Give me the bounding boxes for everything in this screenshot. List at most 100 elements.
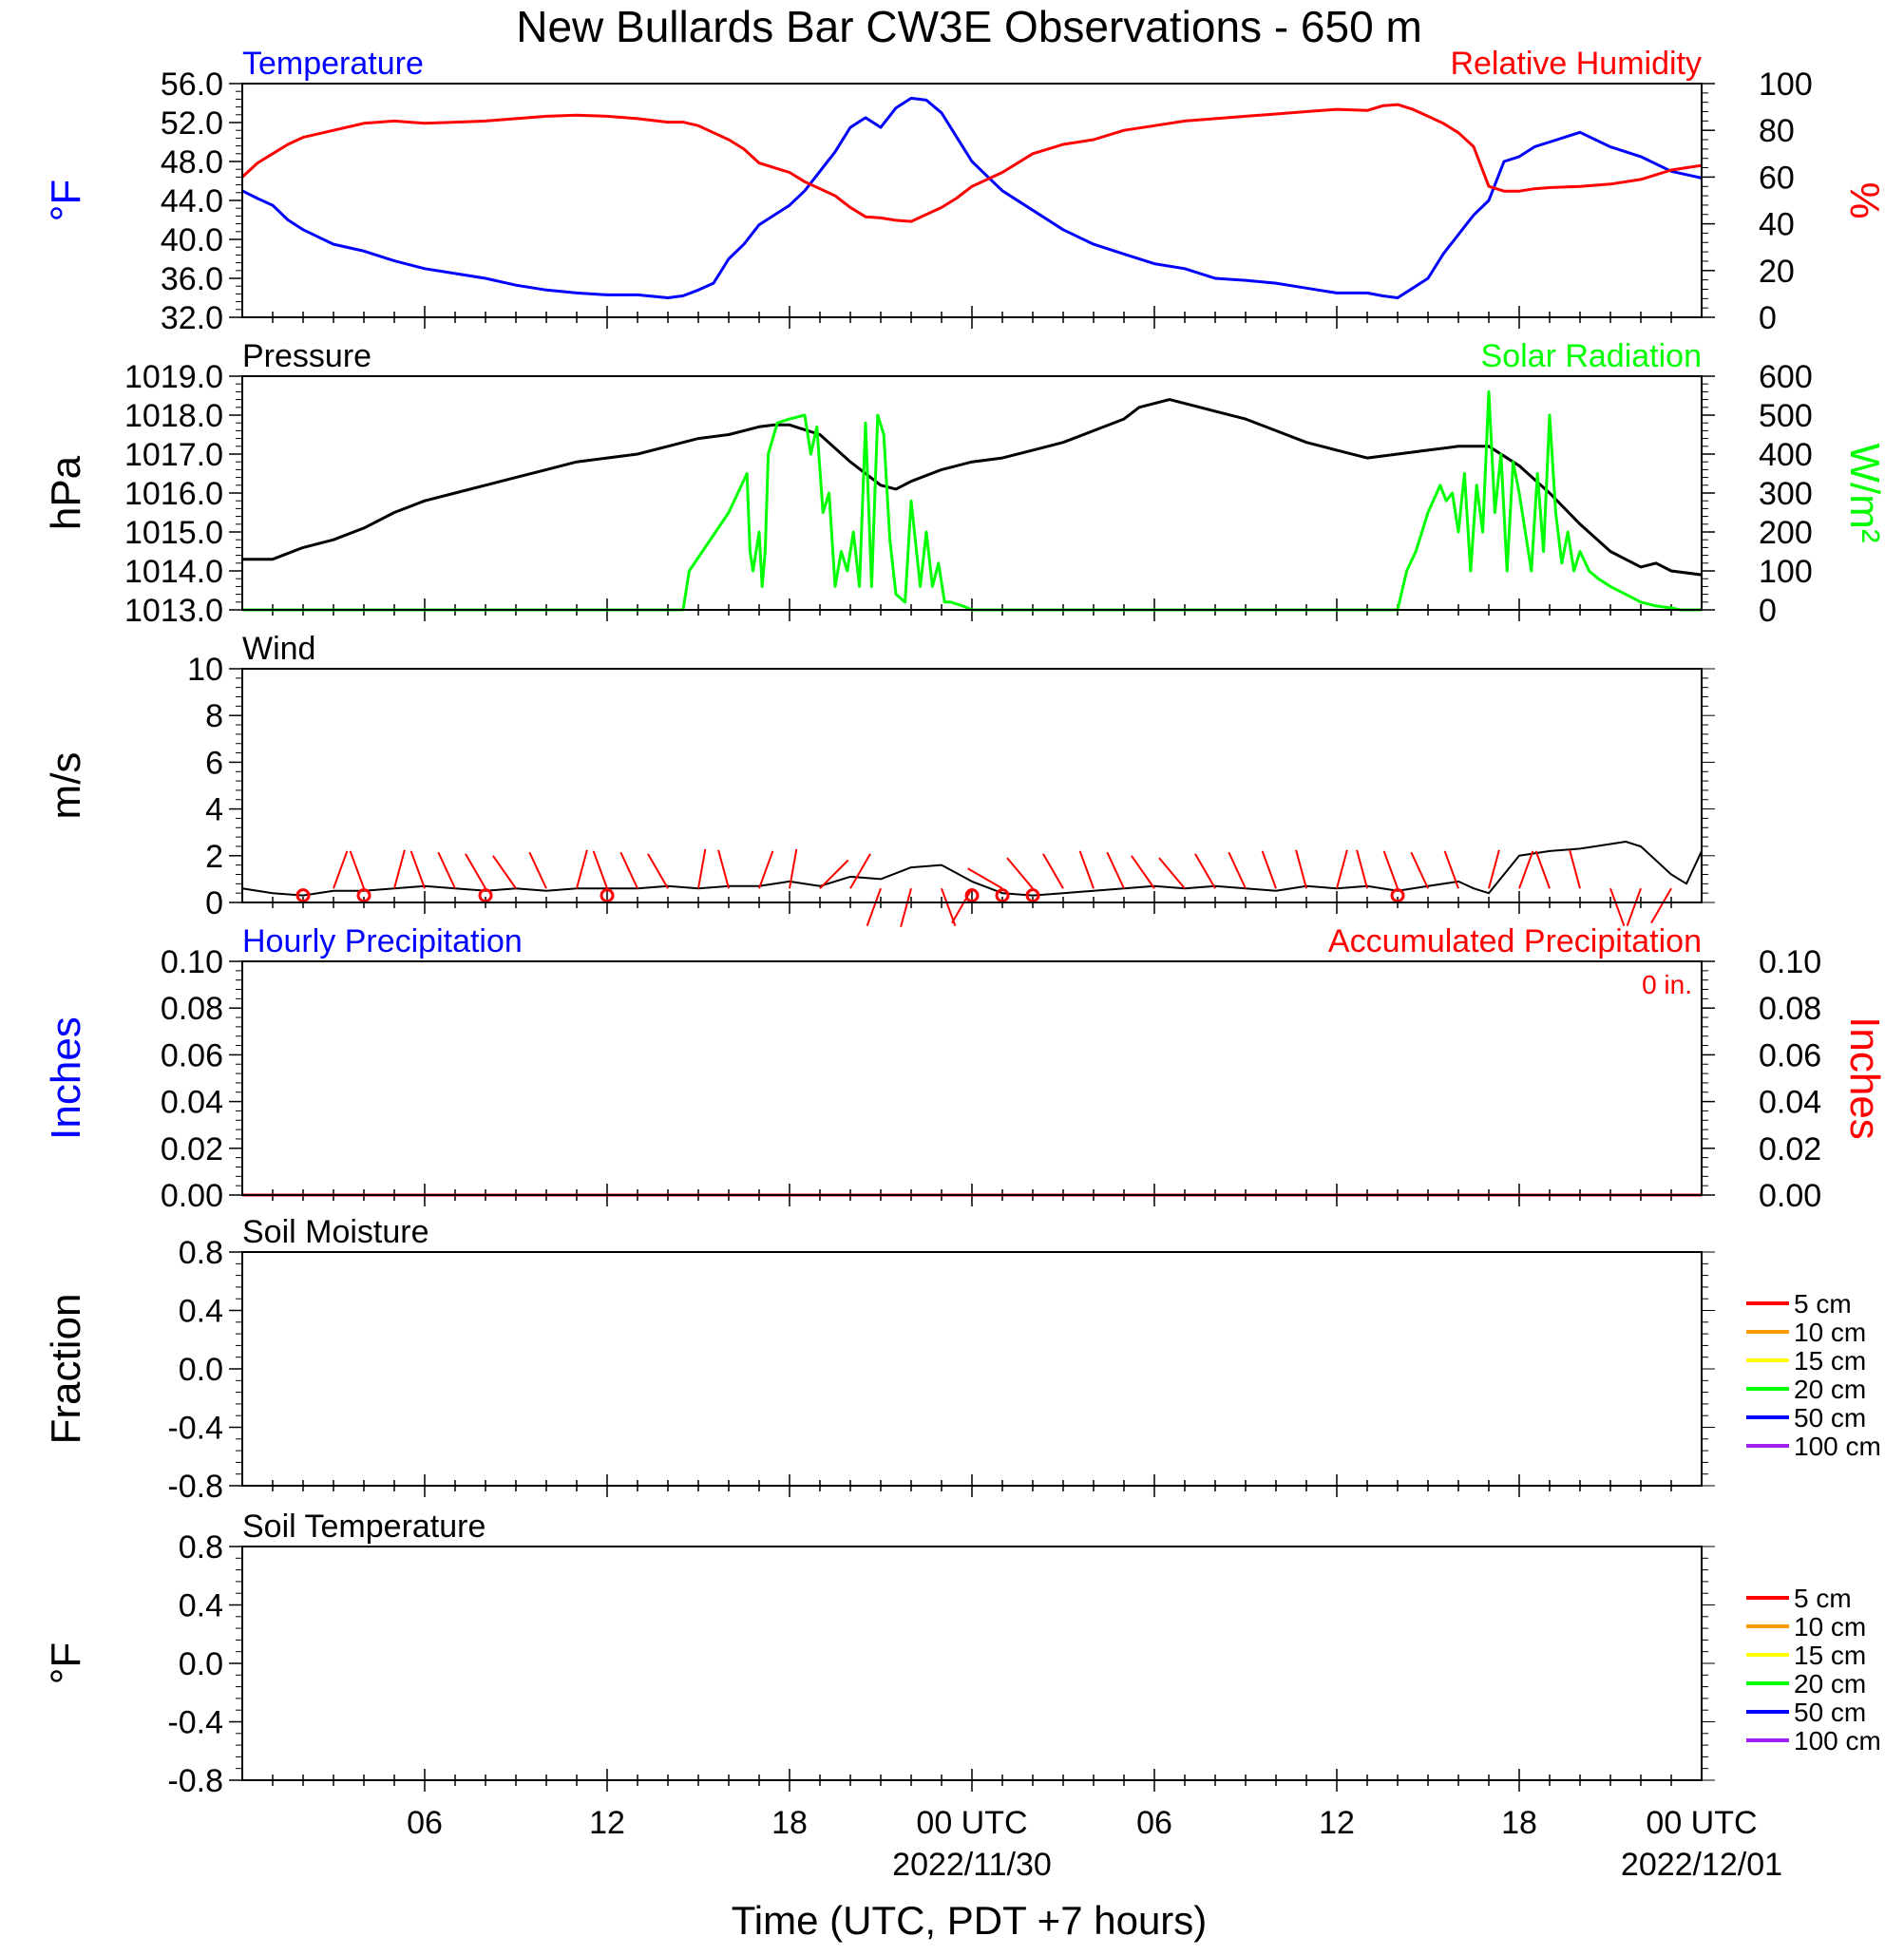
y-tick-label-left: 52.0 — [161, 105, 223, 142]
calm-wind-marker — [964, 888, 980, 903]
wind-barb — [967, 867, 1003, 890]
y-tick-label-left: 0.4 — [179, 1294, 223, 1330]
wind-barb — [1569, 849, 1581, 889]
wind-barb — [349, 850, 365, 889]
legend-label: 5 cm — [1794, 1289, 1852, 1319]
wind-barb — [592, 850, 608, 889]
y-tick-label-right: 0.02 — [1759, 1131, 1821, 1167]
legend-label: 100 cm — [1794, 1726, 1881, 1756]
y-tick-label-left: 48.0 — [161, 144, 223, 180]
plot-frame — [241, 83, 1703, 318]
calm-wind-marker — [1025, 888, 1040, 903]
plot-frame — [241, 375, 1703, 611]
wind-barb — [1261, 850, 1277, 889]
legend-label: 10 cm — [1794, 1318, 1866, 1347]
y-tick-label-left: -0.8 — [167, 1763, 223, 1799]
wind-barb — [1382, 850, 1399, 889]
x-tick-label: 00 UTC — [916, 1805, 1027, 1841]
series-line-1 — [242, 389, 1702, 612]
x-tick-label: 18 — [771, 1805, 808, 1841]
calm-wind-marker — [295, 888, 311, 903]
wind-barb — [951, 887, 973, 924]
figure-title: New Bullards Bar CW3E Observations - 650… — [516, 2, 1422, 51]
wind-barb — [647, 853, 669, 889]
wind-barb — [819, 859, 849, 889]
panel-title-left: Soil Temperature — [242, 1509, 486, 1545]
y-axis-label-right: Inches — [1841, 1016, 1888, 1140]
y-axis-label-left: hPa — [43, 455, 89, 530]
y-tick-label-left: 0.0 — [179, 1646, 223, 1682]
plot-frame — [241, 668, 1703, 903]
x-tick-label: 12 — [1319, 1805, 1355, 1841]
panels: 56.052.048.044.040.036.032.0100806040200… — [43, 46, 1888, 1799]
panel-pressure-solar: 1019.01018.01017.01016.01015.01014.01013… — [43, 338, 1888, 629]
wind-barb — [1106, 851, 1125, 889]
y-tick-label-right: 0.10 — [1759, 944, 1821, 980]
x-tick-label: 06 — [407, 1805, 443, 1841]
x-axis-label: Time (UTC, PDT +7 hours) — [732, 1898, 1208, 1943]
y-tick-label-left: 36.0 — [161, 261, 223, 297]
wind-barb — [1042, 853, 1064, 889]
y-tick-label-left: 0.4 — [179, 1588, 223, 1624]
plot-frame — [241, 1251, 1703, 1487]
wind-barb — [758, 850, 774, 889]
calm-wind-marker — [1390, 888, 1405, 903]
panel-title-right: Relative Humidity — [1450, 46, 1702, 82]
legend-label: 20 cm — [1794, 1375, 1866, 1404]
y-tick-label-left: -0.4 — [167, 1705, 223, 1741]
calm-wind-marker — [600, 888, 615, 903]
y-tick-label-left: 0.10 — [161, 944, 223, 980]
y-axis-label-left: °F — [43, 180, 89, 221]
wind-barb — [1488, 849, 1500, 889]
y-tick-label-left: 2 — [205, 839, 223, 875]
wind-barb — [1131, 855, 1155, 889]
y-tick-label-right: 20 — [1759, 254, 1795, 290]
legend-label: 15 cm — [1794, 1346, 1866, 1376]
calm-wind-marker — [995, 888, 1010, 903]
wind-barb — [1295, 849, 1307, 889]
y-tick-label-right: 600 — [1759, 359, 1813, 395]
y-tick-label-left: 1016.0 — [124, 476, 223, 512]
panel-title-left: Hourly Precipitation — [242, 923, 523, 959]
y-tick-label-left: 0.02 — [161, 1131, 223, 1167]
series-line-1 — [240, 103, 1703, 223]
panel-title-left: Temperature — [242, 46, 424, 82]
legend-label: 100 cm — [1794, 1432, 1881, 1461]
plot-frame — [241, 960, 1703, 1196]
y-tick-label-right: 100 — [1759, 66, 1813, 103]
y-tick-label-left: 8 — [205, 698, 223, 734]
y-tick-label-left: 56.0 — [161, 66, 223, 103]
wind-barb — [1078, 850, 1095, 889]
wind-barb — [1518, 850, 1534, 889]
wind-barb — [1534, 850, 1551, 889]
panel-temperature-humidity: 56.052.048.044.040.036.032.0 100 80 60 40 20 0… — [43, 46, 1888, 336]
panel-title-right: Solar Radiation — [1481, 338, 1702, 374]
wind-barb — [492, 855, 517, 889]
y-tick-label-left: 10 — [187, 652, 223, 688]
wind-barb — [333, 850, 349, 889]
legend-label: 50 cm — [1794, 1403, 1866, 1433]
wind-barb — [465, 853, 486, 889]
series-line-0 — [242, 398, 1703, 577]
plot-frame — [241, 1546, 1703, 1781]
legend-label: 20 cm — [1794, 1669, 1866, 1699]
y-tick-label-right: 500 — [1759, 398, 1813, 434]
wind-barb — [1228, 851, 1247, 889]
x-date-label: 2022/12/01 — [1621, 1847, 1782, 1883]
panel-title-right: Accumulated Precipitation — [1328, 923, 1702, 959]
legend-label: 10 cm — [1794, 1612, 1866, 1642]
wind-barb — [1336, 849, 1348, 889]
panel-title-left: Wind — [242, 631, 315, 667]
y-tick-label-left: 0.04 — [161, 1085, 223, 1121]
y-tick-label-right: 300 — [1759, 476, 1813, 512]
wind-barb — [697, 848, 707, 889]
wind-barb — [717, 849, 730, 889]
y-tick-label-left: -0.4 — [167, 1411, 223, 1447]
y-tick-label-right: 200 — [1759, 515, 1813, 551]
y-tick-label-right: 0.00 — [1759, 1178, 1821, 1214]
series-line-0 — [241, 96, 1703, 299]
wind-barb — [1609, 887, 1626, 927]
